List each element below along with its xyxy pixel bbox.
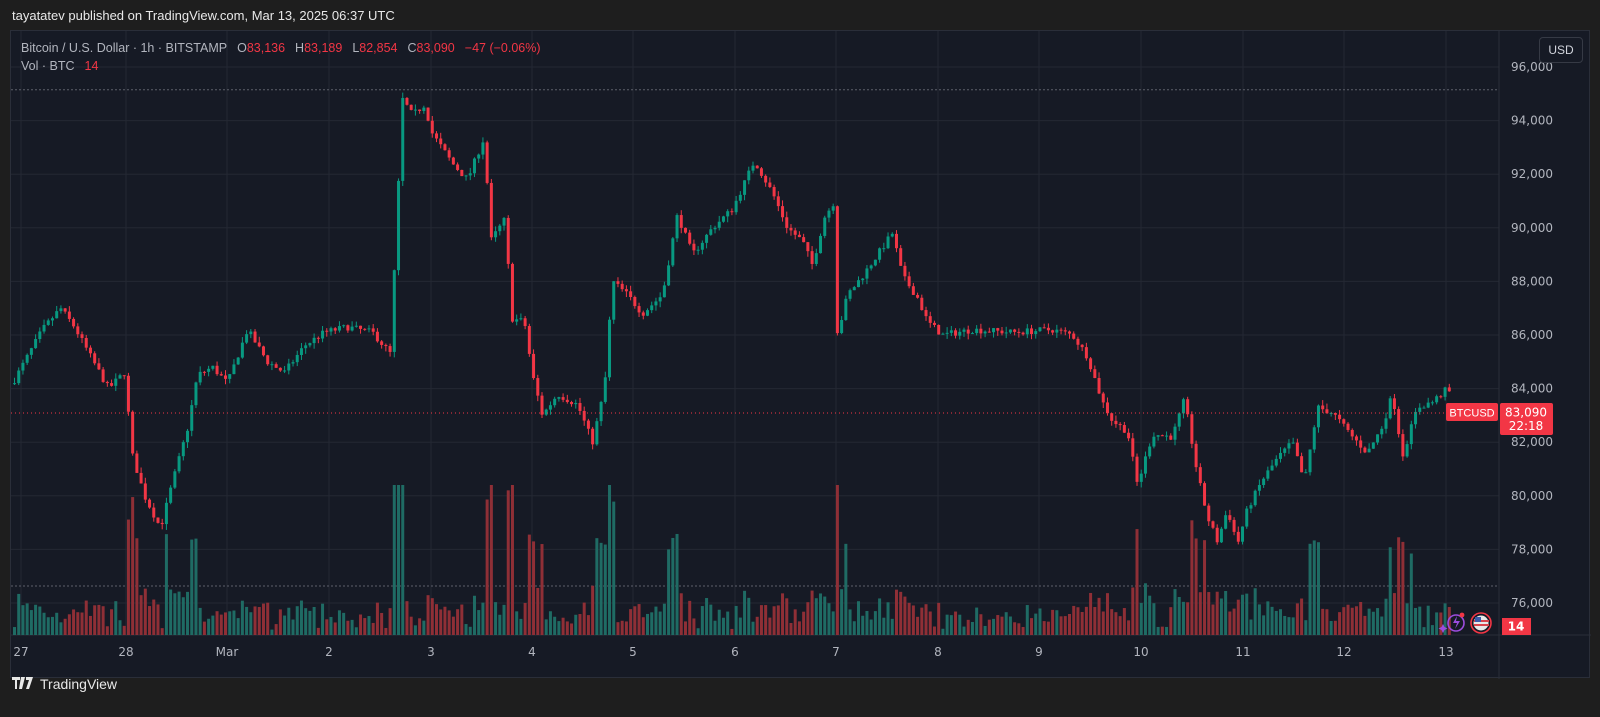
svg-text:9: 9: [1035, 645, 1043, 659]
volume-row: Vol · BTC 14: [21, 57, 541, 75]
chart-frame[interactable]: Bitcoin / U.S. Dollar · 1h · BITSTAMP O8…: [10, 30, 1591, 679]
svg-text:84,000: 84,000: [1511, 382, 1553, 396]
price-axis[interactable]: 76,000 78,000 80,000 82,000 84,000 86,000 88,0…: [1511, 60, 1553, 610]
svg-text:92,000: 92,000: [1511, 167, 1553, 181]
svg-text:78,000: 78,000: [1511, 542, 1553, 556]
grid-lines: [11, 31, 1499, 635]
svg-text:10: 10: [1133, 645, 1148, 659]
svg-text:8: 8: [934, 645, 942, 659]
svg-text:7: 7: [832, 645, 840, 659]
time-axis[interactable]: 27 28 Mar 2 3 4 5 6 7 8 9 10 11 12 13: [13, 645, 1453, 659]
currency-button[interactable]: USD: [1539, 37, 1583, 63]
high-label: H: [295, 41, 305, 55]
high-value: 83,189: [304, 41, 343, 55]
svg-text:88,000: 88,000: [1511, 274, 1553, 288]
close-label: C: [407, 41, 417, 55]
close-value: 83,090: [416, 41, 455, 55]
brand-name: TradingView: [40, 676, 118, 692]
us-flag-icon[interactable]: [1470, 612, 1492, 634]
low-value: 82,854: [359, 41, 398, 55]
chart-legend: Bitcoin / U.S. Dollar · 1h · BITSTAMP O8…: [21, 39, 541, 75]
svg-text:14: 14: [1508, 620, 1525, 634]
svg-text:3: 3: [427, 645, 435, 659]
svg-text:5: 5: [629, 645, 637, 659]
svg-text:2: 2: [325, 645, 333, 659]
change-value: −47 (−0.06%): [464, 41, 541, 55]
footer-brand: TradingView: [12, 676, 117, 692]
svg-text:4: 4: [528, 645, 536, 659]
svg-text:83,090: 83,090: [1505, 405, 1547, 419]
svg-text:BTCUSD: BTCUSD: [1449, 407, 1494, 419]
ohlc-row: Bitcoin / U.S. Dollar · 1h · BITSTAMP O8…: [21, 39, 541, 57]
symbol-title[interactable]: Bitcoin / U.S. Dollar · 1h · BITSTAMP: [21, 41, 228, 55]
svg-text:11: 11: [1235, 645, 1250, 659]
svg-text:94,000: 94,000: [1511, 114, 1553, 128]
open-value: 83,136: [246, 41, 286, 55]
svg-text:96,000: 96,000: [1511, 60, 1553, 74]
volume-tag: 14: [1502, 618, 1531, 635]
svg-text:27: 27: [13, 645, 28, 659]
svg-text:82,000: 82,000: [1511, 435, 1553, 449]
volume-value: 14: [84, 59, 99, 73]
svg-text:Mar: Mar: [216, 645, 239, 659]
candles: [13, 92, 1451, 545]
svg-text:12: 12: [1336, 645, 1351, 659]
candlestick-chart[interactable]: 76,000 78,000 80,000 82,000 84,000 86,000 88,0…: [11, 31, 1591, 679]
svg-text:76,000: 76,000: [1511, 596, 1553, 610]
svg-text:28: 28: [118, 645, 133, 659]
svg-text:80,000: 80,000: [1511, 489, 1553, 503]
low-label: L: [352, 41, 360, 55]
svg-text:6: 6: [731, 645, 739, 659]
tradingview-logo-icon: [12, 676, 34, 692]
volume-label[interactable]: Vol · BTC: [21, 59, 75, 73]
volume-bars: [13, 485, 1451, 635]
economic-events-icon[interactable]: [1438, 612, 1465, 633]
svg-text:90,000: 90,000: [1511, 221, 1553, 235]
svg-text:22:18: 22:18: [1509, 419, 1544, 433]
svg-text:86,000: 86,000: [1511, 328, 1553, 342]
open-label: O: [237, 41, 247, 55]
svg-text:13: 13: [1438, 645, 1453, 659]
publish-line: tayatatev published on TradingView.com, …: [12, 8, 395, 23]
